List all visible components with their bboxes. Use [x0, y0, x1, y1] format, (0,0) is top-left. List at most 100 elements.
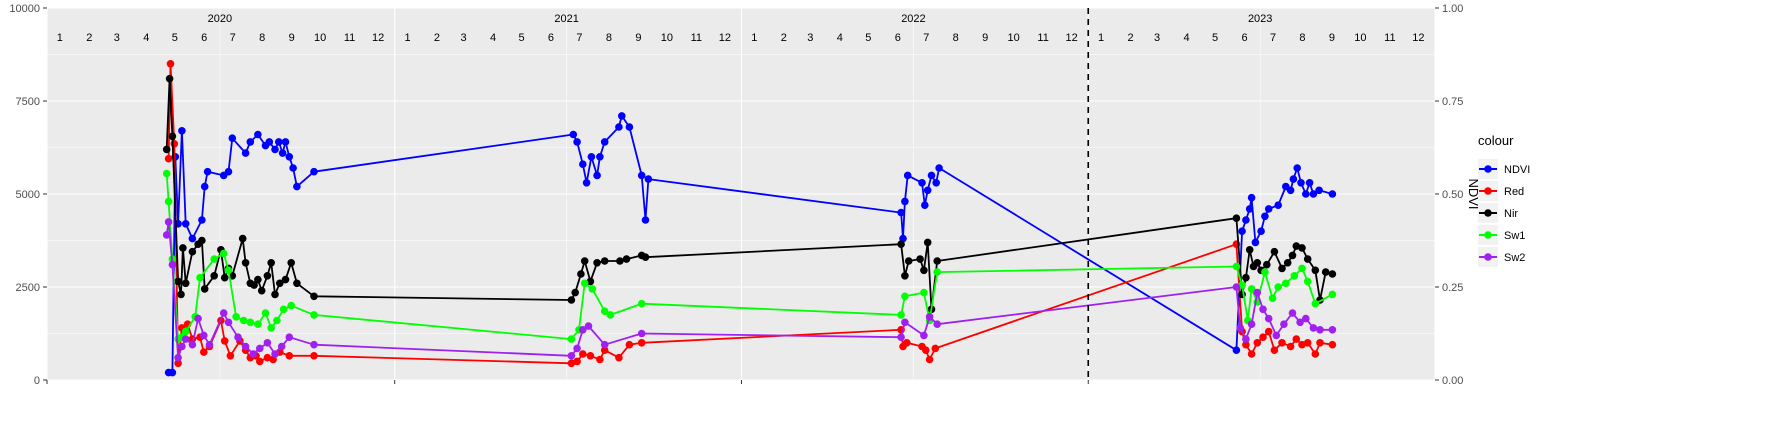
data-point	[1259, 333, 1267, 342]
data-point	[276, 279, 284, 288]
month-tick-label: 4	[490, 32, 496, 44]
data-point	[916, 255, 924, 263]
data-point	[181, 220, 190, 228]
data-point	[1305, 179, 1314, 187]
data-point	[164, 197, 173, 206]
data-point	[593, 259, 601, 267]
data-point	[615, 353, 623, 362]
data-point	[278, 149, 287, 157]
data-point	[1247, 320, 1256, 329]
right-axis-tick-label: 0.00	[1442, 375, 1463, 387]
data-point	[935, 164, 943, 172]
month-tick-label: 6	[548, 32, 554, 44]
data-point	[1264, 327, 1273, 336]
data-point	[567, 352, 576, 360]
data-point	[1298, 340, 1306, 349]
data-point	[198, 236, 206, 245]
data-point	[933, 257, 941, 265]
data-point	[580, 257, 589, 265]
data-point	[1302, 190, 1310, 198]
month-tick-label: 5	[518, 32, 524, 44]
data-point	[901, 197, 909, 206]
data-point	[310, 340, 318, 349]
data-point	[1261, 212, 1269, 221]
data-point	[174, 359, 182, 368]
data-point	[224, 167, 233, 176]
data-point	[265, 138, 274, 146]
data-point	[1232, 346, 1241, 355]
data-point	[277, 342, 286, 351]
month-tick-label: 10	[661, 32, 673, 44]
data-point	[932, 179, 940, 187]
data-point	[596, 355, 604, 364]
data-point	[600, 340, 609, 349]
data-point	[901, 272, 909, 280]
data-point	[923, 186, 932, 195]
month-tick-label: 9	[982, 32, 988, 44]
data-point	[228, 134, 237, 142]
data-point	[1242, 216, 1250, 224]
data-point	[188, 247, 197, 256]
data-point	[1321, 268, 1330, 276]
data-point	[224, 318, 233, 327]
data-point	[579, 326, 587, 334]
data-point	[1303, 339, 1312, 347]
data-point	[1288, 309, 1297, 317]
data-point	[224, 266, 233, 275]
data-point	[177, 290, 185, 299]
data-point	[1261, 268, 1269, 276]
data-point	[238, 234, 247, 243]
legend-key-point	[1484, 231, 1492, 239]
data-point	[226, 352, 235, 360]
data-point	[220, 337, 229, 345]
month-tick-label: 11	[344, 32, 355, 44]
month-tick-label: 6	[1241, 32, 1247, 44]
data-point	[170, 140, 179, 148]
month-tick-label: 9	[289, 32, 295, 44]
data-point	[567, 296, 576, 304]
data-point	[1270, 346, 1279, 355]
data-point	[584, 322, 593, 330]
right-axis-tick-label: 0.75	[1442, 96, 1463, 108]
data-point	[569, 130, 578, 139]
data-point	[200, 182, 209, 191]
data-point	[586, 352, 595, 360]
data-point	[1251, 238, 1260, 247]
data-point	[181, 335, 190, 343]
data-point	[255, 357, 264, 366]
data-point	[166, 60, 175, 68]
right-axis-tick-label: 0.50	[1442, 189, 1463, 201]
right-axis-label: NDVI	[1466, 178, 1481, 209]
data-point	[293, 279, 301, 288]
left-axis-tick-label: 0	[34, 375, 40, 387]
month-tick-label: 1	[404, 32, 410, 44]
month-tick-label: 1	[751, 32, 757, 44]
year-label: 2022	[901, 13, 925, 25]
data-point	[1280, 320, 1288, 329]
data-point	[1293, 164, 1301, 172]
data-point	[168, 260, 177, 269]
legend-key-point	[1484, 209, 1492, 217]
data-point	[293, 182, 301, 191]
data-point	[637, 339, 646, 347]
month-tick-label: 2	[1127, 32, 1133, 44]
month-tick-label: 6	[895, 32, 901, 44]
data-point	[931, 344, 940, 353]
data-point	[637, 171, 646, 180]
data-point	[600, 138, 609, 146]
month-tick-label: 2	[781, 32, 787, 44]
data-point	[920, 266, 928, 275]
left-axis-tick-label: 7500	[16, 96, 40, 108]
data-point	[1247, 350, 1256, 358]
data-point	[188, 234, 197, 243]
month-tick-label: 4	[837, 32, 843, 44]
legend-label: Nir	[1504, 208, 1518, 220]
data-point	[1242, 273, 1250, 282]
data-point	[904, 257, 913, 265]
data-point	[1311, 299, 1320, 308]
data-point	[210, 255, 218, 263]
data-point	[1315, 186, 1323, 195]
data-point	[579, 160, 587, 168]
data-point	[285, 153, 294, 161]
